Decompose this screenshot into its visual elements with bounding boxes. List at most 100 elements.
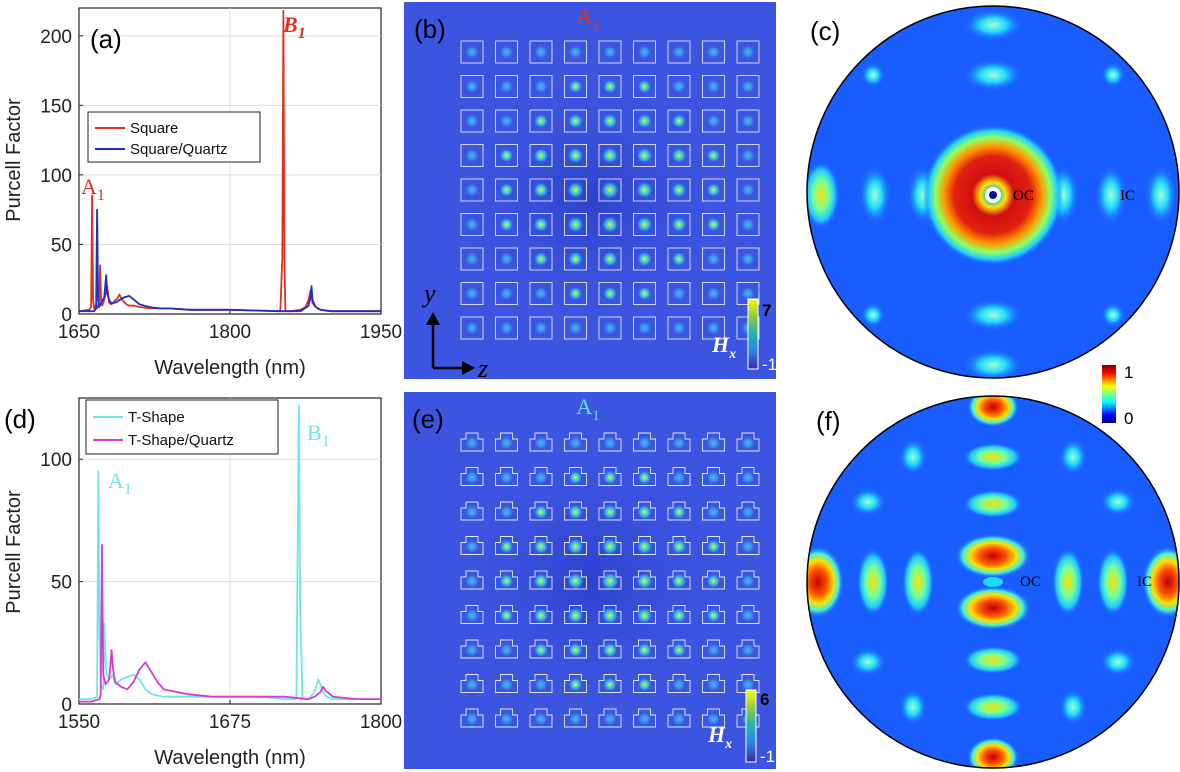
legend-box-d [85,399,279,455]
field-spot [637,436,652,450]
field-spot [636,607,653,624]
ic-label-c: IC [1120,188,1135,204]
field-spot [741,79,755,94]
resonator-outline [598,536,622,555]
resonator-outline [702,639,725,659]
resonator-outline [495,605,518,624]
field-spot [636,147,653,164]
tick-label-y-a: 50 [51,235,72,256]
resonator-outline [564,282,587,305]
field-spot [465,183,479,197]
axis-y-arrowhead [426,312,440,325]
resonator-outline [633,316,656,340]
resonator-outline [564,501,587,521]
far-field-lobe [861,303,885,327]
field-spot [601,181,619,199]
tick-label-y-d: 100 [40,450,72,471]
resonator-outline [460,247,484,271]
tick-label-x-a: 1800 [209,322,251,343]
field-spot [602,642,618,658]
field-spot [672,45,686,59]
far-field-lobe [963,490,1023,518]
field-spot [568,286,583,301]
tick-label-x-d: 1550 [58,712,100,733]
resonator-outline [564,639,587,659]
resonator-outline [667,282,691,305]
resonator-outline [460,467,484,486]
resonator-outline [736,213,760,236]
resonator-outline [702,536,725,555]
field-spot [706,608,721,623]
far-field-lobes-f [807,396,1179,768]
colorbar-e: 6 -1 Hx [707,689,775,766]
far-field-lobe [850,648,886,676]
panel-e-field-map: (e) A1 6 -1 Hx [404,392,776,769]
far-field-center-core-c [989,191,997,199]
field-spot [672,436,686,450]
legend-box-a [87,111,261,163]
field-spot [636,642,653,658]
far-field-lobe [1101,63,1125,87]
resonator-outline [495,144,518,167]
colorbar-cf-max: 1 [1124,363,1133,382]
resonator-outline [736,536,760,555]
resonator-outline [702,282,725,305]
field-spot [533,642,549,658]
field-spot [465,148,479,163]
panel-f-far-field: (f) OC IC [806,395,1180,769]
field-spot [603,321,617,335]
legend-a: Square Square/Quartz [87,111,261,163]
resonator-outline [667,144,691,167]
resonator-outline [564,605,587,624]
field-spot [499,608,514,623]
field-spot [499,286,514,301]
field-spot [465,436,479,450]
resonator-outline [460,316,484,340]
resonator-outline [667,213,691,236]
field-spot [499,643,514,657]
field-spot [533,251,549,267]
resonator-outline [495,467,518,486]
field-spot [671,216,687,233]
tick-label-y-a: 100 [40,166,72,187]
resonator-outline [633,570,656,590]
field-spot [465,321,479,335]
resonator-outline [495,75,518,98]
resonator-outline [495,282,518,305]
field-spot [671,504,687,520]
field-spot [706,148,721,163]
resonator-outline [736,639,760,659]
field-spot [568,436,583,450]
tick-label-x-a: 1650 [58,322,100,343]
resonator-outline [529,247,553,271]
resonator-outline [529,501,553,521]
field-spot [706,436,721,450]
resonator-outline [598,213,622,236]
resonator-outline [460,432,484,452]
resonator-outline [564,109,587,133]
resonator-outline [460,75,484,98]
field-spot [568,79,583,94]
resonator-outline [667,708,691,728]
far-field-lobe [963,693,1023,721]
resonator-outline [633,708,656,728]
resonator-outline [564,708,587,728]
resonator-outline [495,674,518,693]
resonator-outline [667,316,691,340]
colorbar-b-gradient [747,298,759,370]
peak-label-b1-a: B1 [282,12,306,42]
far-field-lobe [850,488,886,516]
resonator-outline [495,178,518,202]
field-spot [706,252,721,266]
field-spot [534,321,548,335]
resonator-outline [460,536,484,555]
field-spot [568,712,583,726]
field-spot [637,79,652,94]
resonator-outline [702,40,725,64]
colorbar-e-gradient [745,689,757,763]
resonator-outline [702,247,725,271]
oc-label-f: OC [1020,574,1041,590]
resonator-outline [495,316,518,340]
resonator-outline [633,501,656,521]
field-spot [534,286,548,301]
